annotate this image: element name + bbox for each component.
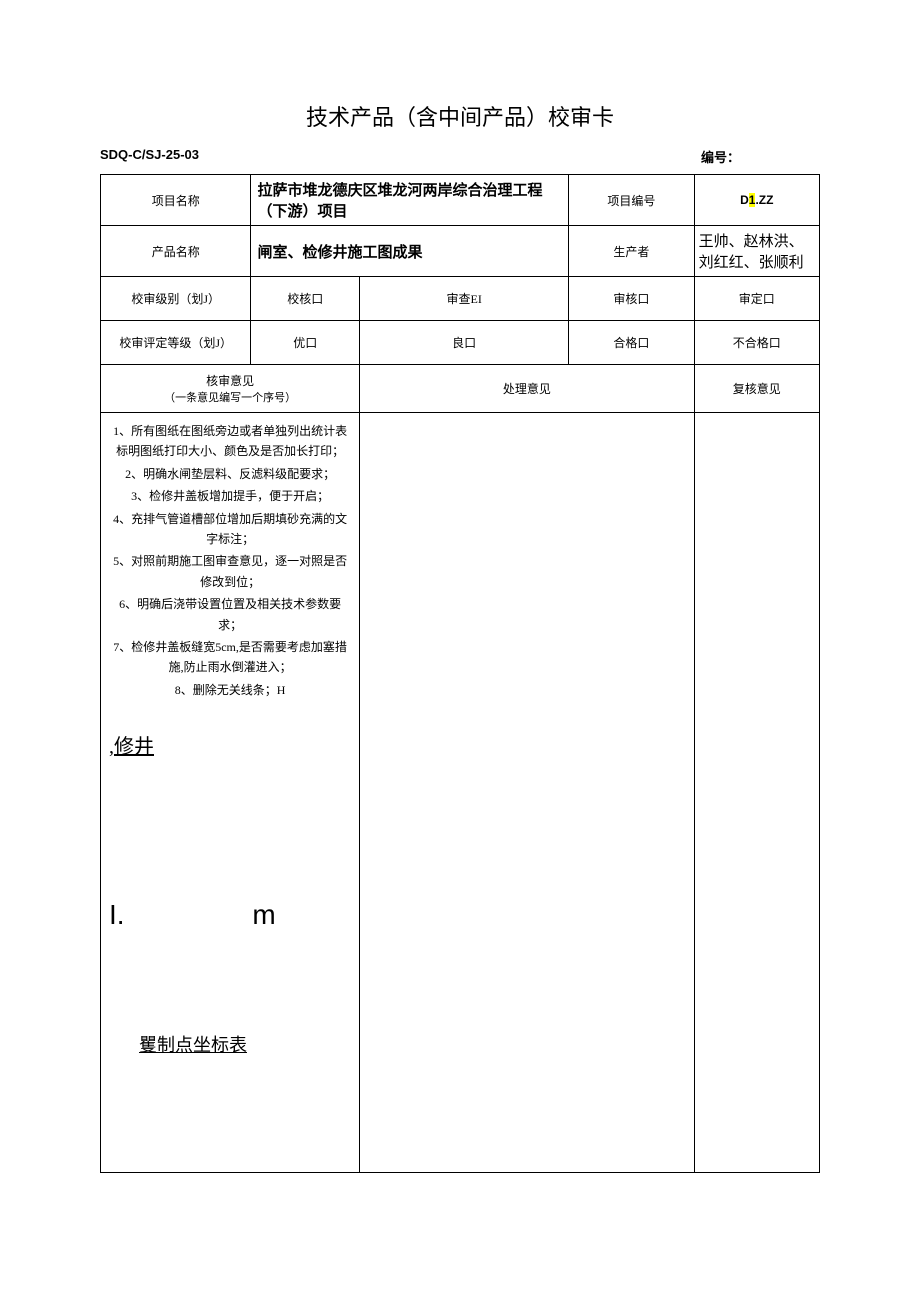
process-opinion-cell (360, 413, 694, 1173)
serial-number-label: 编号： (701, 147, 820, 166)
opinion-header-recheck: 复核意见 (694, 365, 819, 413)
review-items-list: 1、所有图纸在图纸旁边或者单独列出统计表标明图纸打印大小、颜色及是否加长打印； … (109, 421, 351, 700)
review-opinion-cell: 1、所有图纸在图纸旁边或者单独列出统计表标明图纸打印大小、颜色及是否加长打印； … (101, 413, 360, 1173)
review-item: 5、对照前期施工图审查意见，逐一对照是否修改到位； (109, 551, 351, 592)
label-producer: 生产者 (569, 226, 694, 277)
header-row: SDQ-C/SJ-25-03 编号： (100, 147, 820, 166)
review-item: 2、明确水闸垫层料、反滤料级配要求； (109, 464, 351, 484)
opinion-header-sub: （一条意见编写一个序号） (103, 389, 357, 405)
extra-m: m (252, 899, 275, 931)
recheck-opinion-cell (694, 413, 819, 1173)
label-project-no: 项目编号 (569, 175, 694, 226)
review-item: 3、检修井盖板增加提手，便于开启； (109, 486, 351, 506)
form-code: SDQ-C/SJ-25-03 (100, 147, 199, 166)
review-grade-option: 合格口 (569, 321, 694, 365)
table-row: 项目名称 拉萨市堆龙德庆区堆龙河两岸综合治理工程（下游）项目 项目编号 D1.Z… (101, 175, 820, 226)
project-no-prefix: D (740, 193, 749, 207)
project-no-suffix: .ZZ (755, 193, 773, 207)
opinion-header-row: 核审意见 （一条意见编写一个序号） 处理意见 复核意见 (101, 365, 820, 413)
review-level-option: 校核口 (251, 277, 360, 321)
review-grade-row: 校审评定等级（划J） 优口 良口 合格口 不合格口 (101, 321, 820, 365)
value-project-name: 拉萨市堆龙德庆区堆龙河两岸综合治理工程（下游）项目 (251, 175, 569, 226)
label-product-name: 产品名称 (101, 226, 251, 277)
opinion-header-review: 核审意见 （一条意见编写一个序号） (101, 365, 360, 413)
review-grade-option: 不合格口 (694, 321, 819, 365)
review-card-table: 项目名称 拉萨市堆龙德庆区堆龙河两岸综合治理工程（下游）项目 项目编号 D1.Z… (100, 174, 820, 1173)
review-level-option: 审核口 (569, 277, 694, 321)
extra-l: I. (109, 899, 125, 931)
review-level-row: 校审级别（划J） 校核口 审查EI 审核口 审定口 (101, 277, 820, 321)
review-item: 1、所有图纸在图纸旁边或者单独列出统计表标明图纸打印大小、颜色及是否加长打印； (109, 421, 351, 462)
value-producer: 王帅、赵林洪、刘红红、张顺利 (694, 226, 819, 277)
table-row: 产品名称 闸室、检修井施工图成果 生产者 王帅、赵林洪、刘红红、张顺利 (101, 226, 820, 277)
opinion-header-process: 处理意见 (360, 365, 694, 413)
document-title: 技术产品（含中间产品）校审卡 (100, 100, 820, 132)
opinion-body-row: 1、所有图纸在图纸旁边或者单独列出统计表标明图纸打印大小、颜色及是否加长打印； … (101, 413, 820, 1173)
review-item: 6、明确后浇带设置位置及相关技术参数要求； (109, 594, 351, 635)
review-item: 8、删除无关线条；H (109, 680, 351, 700)
coord-table-title: 矍制点坐标表 (139, 1031, 351, 1057)
review-item: 4、充排气管道槽部位增加后期填砂充满的文字标注； (109, 509, 351, 550)
label-review-grade: 校审评定等级（划J） (101, 321, 251, 365)
label-review-level: 校审级别（划J） (101, 277, 251, 321)
label-project-name: 项目名称 (101, 175, 251, 226)
opinion-header-main: 核审意见 (103, 372, 357, 389)
review-grade-option: 良口 (360, 321, 569, 365)
value-product-name: 闸室、检修井施工图成果 (251, 226, 569, 277)
review-item: 7、检修井盖板缝宽5cm,是否需要考虑加塞措施,防止雨水倒灌进入； (109, 637, 351, 678)
review-grade-option: 优口 (251, 321, 360, 365)
value-project-no: D1.ZZ (694, 175, 819, 226)
extra-lm-row: I. m (109, 899, 351, 931)
review-level-option: 审查EI (360, 277, 569, 321)
extra-xiujing: ,修井 (109, 730, 351, 759)
review-level-option: 审定口 (694, 277, 819, 321)
